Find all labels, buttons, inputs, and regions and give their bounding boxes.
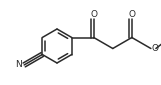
Text: O: O	[90, 10, 97, 19]
Text: N: N	[15, 60, 22, 69]
Text: O: O	[128, 10, 135, 19]
Text: O: O	[151, 44, 158, 53]
